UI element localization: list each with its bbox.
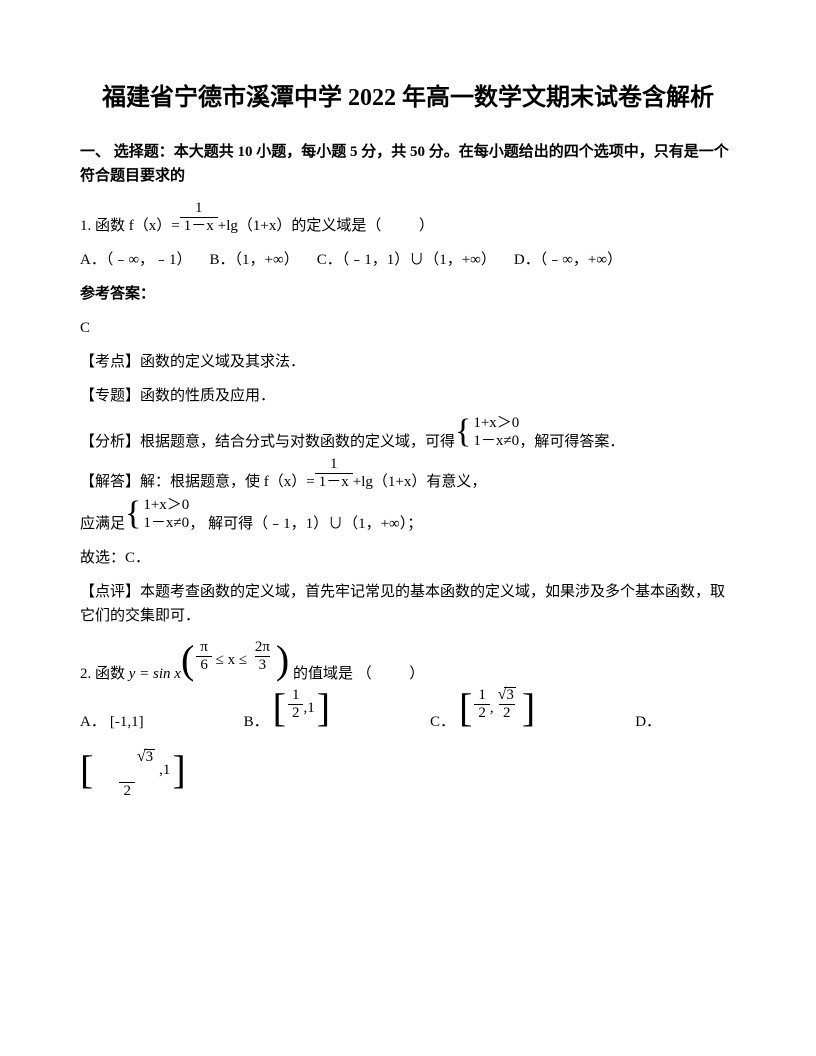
q2d-rest: ,1 [159,758,170,782]
jieda-frac: 1 1－x [315,456,353,490]
jieda-post: +lg（1+x）有意义， [353,470,487,494]
q2-frac1-num: π [196,639,212,656]
page-title: 福建省宁德市溪潭中学 2022 年高一数学文期末试卷含解析 [80,80,736,116]
q2-opt-d: D． [635,710,661,734]
fenxi-pre: 【分析】根据题意，结合分式与对数函数的定义域，可得 [80,430,455,454]
rbracket-icon: ] [522,688,535,728]
q2d-frac-num: √3 [95,732,159,782]
q1-stem: 1. 函数 f（x）= 1 1－x +lg（1+x）的定义域是（ ） [80,204,736,238]
q2-stem: 2. 函数 y = sin x ( π 6 ≤ x ≤ 2π 3 ) 的值域是 … [80,646,736,686]
lbracket-icon: [ [80,750,93,790]
q2-opt-a-label: A． [80,710,106,734]
manzu: 应满足 { 1+x＞0 1－x≠0 ， 解可得（﹣1，1）∪（1，+∞）； [80,500,736,536]
q2-frac2: 2π 3 [251,639,274,673]
fenxi-post: ，解可得答案． [519,430,624,454]
q2b-den: 2 [288,704,304,722]
answer-value: C [80,316,736,340]
case-line1b: 1+x＞0 [143,496,189,514]
q1-number: 1. [80,214,95,238]
q2-opt-d-label: D． [635,710,661,734]
q2c-frac2-num: √3 [494,687,520,704]
q2-opt-a-val: [-1,1] [110,710,144,734]
q1-opt-a: A．（﹣∞，﹣1） [80,248,192,272]
q2-le: ≤ x ≤ [212,648,251,672]
q1-fraction: 1 1－x [180,200,218,234]
q2-frac1-den: 6 [196,656,212,674]
jieda-frac-num: 1 [326,456,342,473]
q2-opt-c: C． [ 1 2 , √3 2 ] [430,694,535,734]
jieda-frac-den: 1－x [315,473,353,491]
q2-frac2-den: 3 [255,656,271,674]
q2c-frac2-den: 2 [499,704,515,722]
q2-frac1: π 6 [196,639,212,673]
q1-opt-d: D．（﹣∞，+∞） [514,248,622,272]
q2c-frac1: 1 2 [474,687,490,721]
lbracket-icon: [ [459,688,472,728]
q2c-frac2: √3 2 [494,687,520,721]
q1-post: +lg（1+x）的定义域是（ ） [218,214,434,238]
lparen-icon: ( [181,640,194,680]
q2-post: 的值域是 （ ） [289,662,424,686]
q2-pre: 函数 [95,662,129,686]
lbracket-icon: [ [273,688,286,728]
rbracket-icon: ] [172,750,185,790]
q1-pre: 函数 f（x）= [95,214,180,238]
q2-opt-d-bracket: [ √3 2 ,1 ] [80,736,186,803]
q2b-rest: ,1 [303,696,314,720]
section-heading: 一、 选择题：本大题共 10 小题，每小题 5 分，共 50 分。在每小题给出的… [80,140,736,188]
q2b-frac: 1 2 [288,687,304,721]
q2-opt-a: A． [-1,1] [80,710,144,734]
q2-opt-c-label: C． [430,710,455,734]
rparen-icon: ) [276,640,289,680]
q2c-frac1-den: 2 [474,704,490,722]
answer-label: 参考答案： [80,282,736,306]
kaodian: 【考点】函数的定义域及其求法． [80,350,736,374]
q2-options: A． [-1,1] B． [ 1 2 ,1 ] C． [ 1 2 [80,694,736,734]
fenxi-cases: { 1+x＞0 1－x≠0 [455,414,519,450]
q2-opt-b-bracket: [ 1 2 ,1 ] [273,688,330,728]
q1-frac-num: 1 [191,200,207,217]
q2c-frac1-num: 1 [474,687,490,704]
manzu-pre: 应满足 [80,512,125,536]
case-line1: 1+x＞0 [473,414,519,432]
q1-frac-den: 1－x [180,217,218,235]
zhuanti: 【专题】函数的性质及应用． [80,384,736,408]
q1-opt-c: C．（﹣1，1）∪（1，+∞） [317,248,496,272]
q2d-frac-den: 2 [119,782,135,800]
case-line2b: 1－x≠0 [143,514,189,532]
q2b-num: 1 [288,687,304,704]
q1-opt-b: B．（1，+∞） [210,248,299,272]
brace-icon: { [125,497,143,531]
brace-icon: { [455,415,473,449]
q2-frac2-num: 2π [251,639,274,656]
case-line2: 1－x≠0 [473,432,519,450]
manzu-post: ， 解可得（﹣1，1）∪（1，+∞）； [189,512,422,536]
jieda: 【解答】解：根据题意，使 f（x）= 1 1－x +lg（1+x）有意义， [80,460,736,494]
q2-opt-c-bracket: [ 1 2 , √3 2 ] [459,688,535,728]
q1-options: A．（﹣∞，﹣1） B．（1，+∞） C．（﹣1，1）∪（1，+∞） D．（﹣∞… [80,248,736,272]
fenxi: 【分析】根据题意，结合分式与对数函数的定义域，可得 { 1+x＞0 1－x≠0 … [80,418,736,454]
q2-formula: y = sin x [129,662,181,686]
jieda-pre: 【解答】解：根据题意，使 f（x）= [80,470,315,494]
q2-opt-d-wrap: [ √3 2 ,1 ] [80,742,736,809]
q2-opt-b: B． [ 1 2 ,1 ] [244,694,330,734]
manzu-cases: { 1+x＞0 1－x≠0 [125,496,189,532]
guxuan: 故选：C． [80,546,736,570]
q2-number: 2. [80,662,95,686]
dianping: 【点评】本题考查函数的定义域，首先牢记常见的基本函数的定义域，如果涉及多个基本函… [80,580,736,628]
q2-opt-b-label: B． [244,710,269,734]
q2-domain: ( π 6 ≤ x ≤ 2π 3 ) [181,640,289,680]
q2d-frac: √3 2 [95,732,159,799]
rbracket-icon: ] [317,688,330,728]
